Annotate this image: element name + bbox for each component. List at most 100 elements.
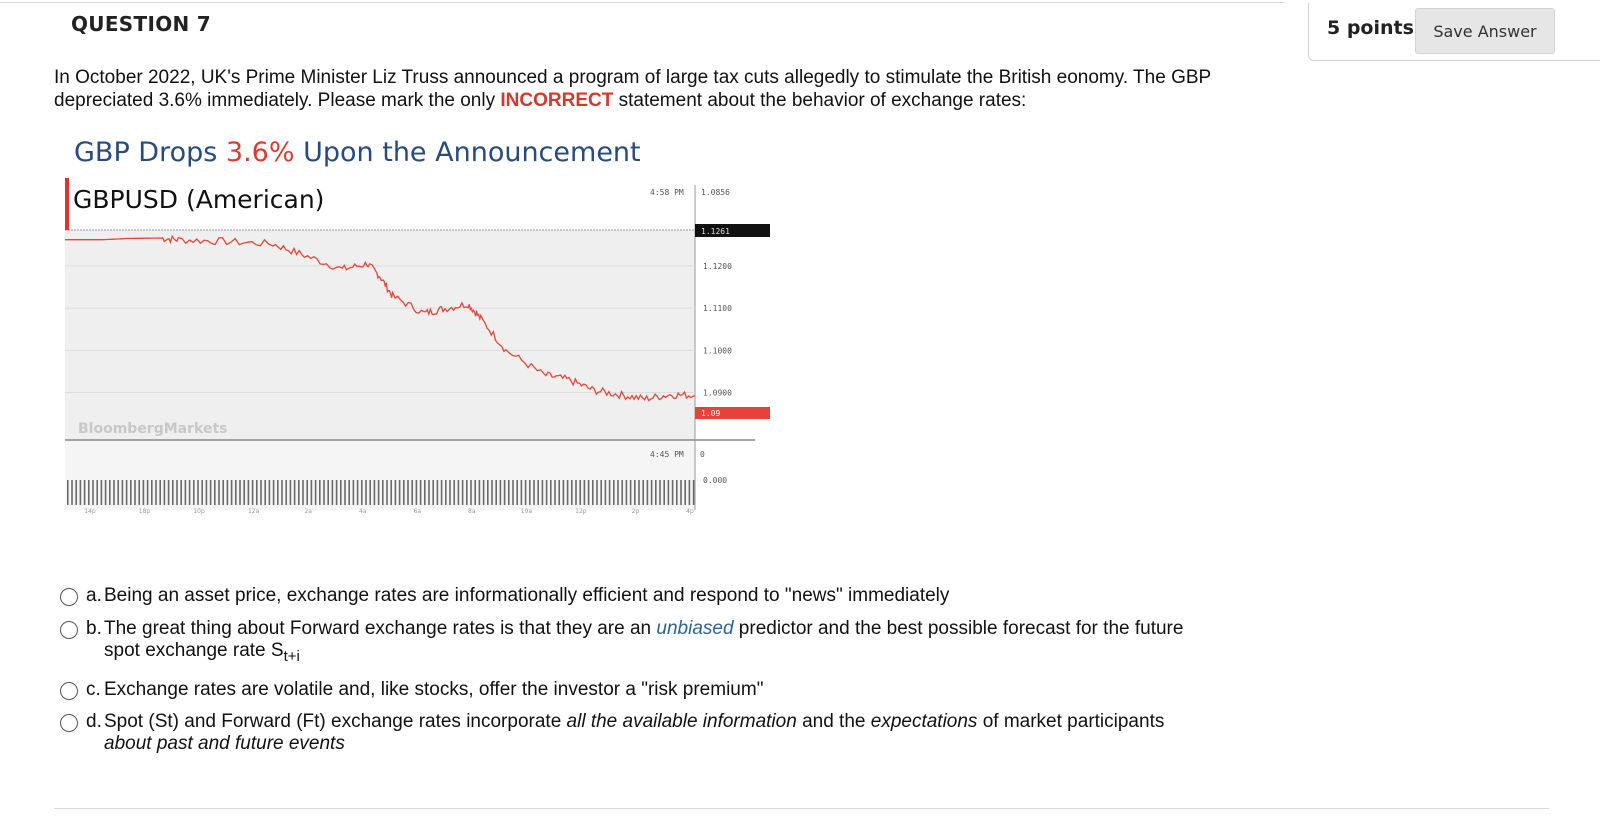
volume-bar (209, 480, 212, 505)
volume-bar (520, 480, 523, 505)
volume-bar (365, 480, 367, 505)
figure-title-percent: 3.6% (225, 137, 295, 168)
volume-bar (495, 480, 497, 505)
volume-bar (310, 480, 313, 505)
volume-bar (587, 480, 590, 505)
option-c[interactable]: c. Exchange rates are volatile and, like… (60, 679, 1204, 701)
volume-bar (692, 480, 695, 505)
x-tick-label: 8a (468, 508, 476, 515)
volume-bar (125, 480, 128, 505)
volume-bar (369, 480, 371, 505)
volume-bar (319, 480, 321, 505)
volume-bar (583, 480, 586, 505)
volume-background (65, 440, 695, 510)
volume-bar (621, 480, 623, 505)
points-panel (1308, 3, 1600, 61)
volume-bar (432, 480, 434, 505)
volume-bar (613, 480, 615, 505)
volume-bar (617, 480, 619, 505)
volume-bar (436, 480, 439, 505)
volume-bar (407, 480, 409, 505)
volume-bar (403, 480, 405, 505)
option-b-text-end: predictor and the best possible forecast… (104, 618, 1184, 661)
option-c-text: Exchange rates are volatile and, like st… (104, 679, 764, 700)
volume-bar (298, 480, 300, 505)
y-tick-label: 1.1200 (703, 262, 732, 271)
option-d-italic-1: all the available information (566, 711, 797, 732)
volume-bar (163, 480, 166, 505)
volume-bar (575, 480, 577, 505)
option-b-unbiased: unbiased (656, 618, 734, 639)
volume-bar (314, 480, 317, 505)
option-c-radio[interactable] (60, 682, 78, 700)
volume-bar (487, 480, 489, 505)
option-b-radio[interactable] (60, 621, 78, 639)
subtitle-accent-bar (65, 178, 69, 230)
volume-bar (684, 480, 686, 505)
volume-bar (608, 480, 611, 505)
volume-bar (461, 480, 464, 505)
option-d[interactable]: d. Spot (St) and Forward (Ft) exchange r… (60, 711, 1204, 755)
x-tick-label: 2a (304, 508, 312, 515)
save-answer-button[interactable]: Save Answer (1415, 8, 1555, 54)
volume-bar (482, 480, 485, 505)
x-tick-label: 14p (84, 508, 96, 515)
volume-bar (134, 480, 136, 505)
option-b[interactable]: b. The great thing about Forward exchang… (60, 618, 1204, 665)
volume-bar (411, 480, 413, 505)
last-price-box (695, 224, 770, 237)
x-tick-label: 4a (359, 508, 367, 515)
volume-bar (323, 480, 325, 505)
volume-bar (260, 480, 262, 505)
volume-bar (335, 480, 338, 505)
option-d-text-3: of market participants (977, 711, 1165, 732)
volume-bar (457, 480, 460, 505)
volume-bar (634, 480, 636, 505)
x-tick-label: 12p (575, 508, 587, 515)
volume-bar (424, 480, 426, 505)
volume-bar (201, 480, 203, 505)
volume-bar (226, 480, 229, 505)
volume-bar (109, 480, 111, 505)
volume-bar (688, 480, 691, 505)
option-d-radio[interactable] (60, 714, 78, 732)
x-tick-label: 2p (632, 508, 640, 515)
volume-bar (104, 480, 107, 505)
figure-subtitle: GBPUSD (American) (73, 185, 325, 214)
y-tick-label: 1.1000 (703, 346, 732, 355)
volume-bar (562, 480, 565, 505)
stem-text-end: statement about the behavior of exchange… (613, 90, 1027, 111)
volume-bar (419, 480, 422, 505)
volume-bar (394, 480, 397, 505)
y-tick-label: 1.0900 (703, 389, 732, 398)
volume-bar (592, 480, 594, 505)
volume-bar (671, 480, 674, 505)
volume-bar (545, 480, 548, 505)
option-a[interactable]: a. Being an asset price, exchange rates … (60, 585, 1204, 607)
volume-bar (373, 480, 376, 505)
plot-background (65, 230, 695, 440)
volume-bar (92, 480, 94, 505)
volume-bar (655, 480, 657, 505)
volume-bar (142, 480, 145, 505)
volume-bar (222, 480, 224, 505)
volume-bars (67, 480, 695, 505)
volume-bar (67, 480, 69, 505)
volume-bar (386, 480, 388, 505)
volume-bar (268, 480, 271, 505)
volume-bar (503, 480, 506, 505)
volume-bar (659, 480, 661, 505)
volume-bar (550, 480, 552, 505)
volume-bar (218, 480, 220, 505)
y-axis-ticks: 1.1200 1.1100 1.1000 1.0900 (703, 262, 732, 398)
volume-bar (176, 480, 178, 505)
volume-bar (344, 480, 346, 505)
volume-bar (566, 480, 569, 505)
volume-bar (554, 480, 556, 505)
option-a-radio[interactable] (60, 588, 78, 606)
volume-bar (516, 480, 518, 505)
volume-bar (281, 480, 283, 505)
question-title: QUESTION 7 (71, 12, 212, 36)
x-tick-label: 10a (521, 508, 533, 515)
volume-bar (146, 480, 149, 505)
